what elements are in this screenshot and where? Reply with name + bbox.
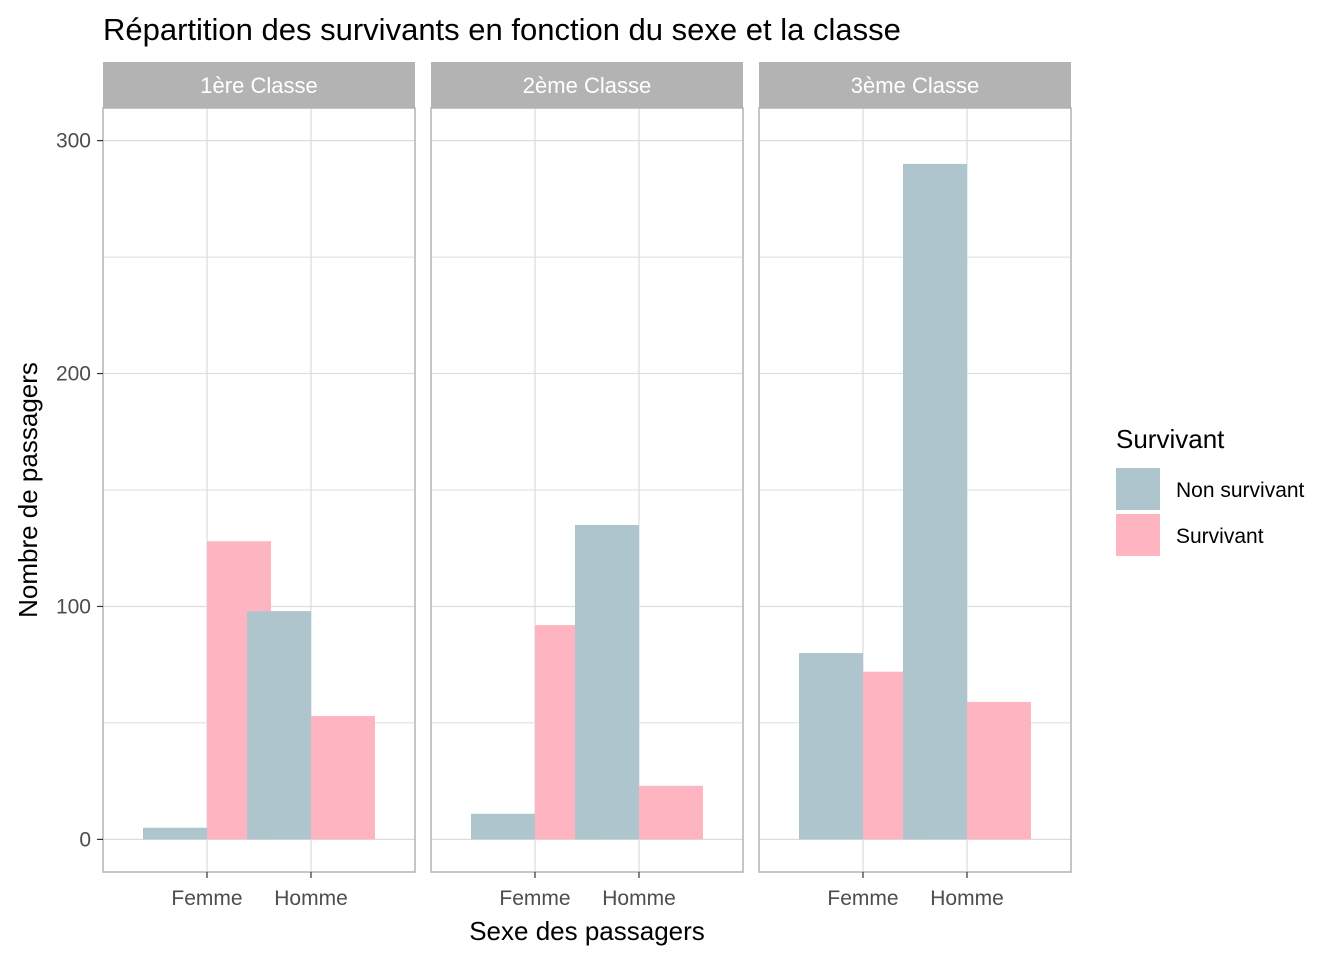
bar-non-survivant-femme — [471, 813, 535, 840]
facet-label: 2ème Classe — [523, 73, 651, 98]
legend-swatch — [1116, 514, 1160, 556]
y-tick-label: 200 — [56, 363, 91, 386]
legend-title: Survivant — [1116, 424, 1225, 454]
y-tick-label: 0 — [79, 828, 91, 851]
facet-strip — [431, 62, 743, 108]
facet-label: 3ème Classe — [851, 73, 979, 98]
legend-label: Non survivant — [1176, 479, 1305, 502]
chart-title: Répartition des survivants en fonction d… — [103, 12, 901, 47]
y-axis-title: Nombre de passagers — [13, 362, 43, 618]
facet-label: 1ère Classe — [200, 73, 317, 98]
x-tick-label: Homme — [930, 887, 1004, 910]
x-axis: Femme Homme Femme Homme Femme Homme — [171, 872, 1004, 910]
legend-swatch — [1116, 468, 1160, 510]
legend: Survivant Non survivant Survivant — [1116, 424, 1305, 556]
bar-non-survivant-homme — [247, 611, 311, 840]
bar-non-survivant-femme — [799, 653, 863, 840]
bar-non-survivant-femme — [143, 827, 207, 840]
x-tick-label: Homme — [274, 887, 348, 910]
x-tick-label: Femme — [499, 887, 570, 910]
x-tick-label: Femme — [827, 887, 898, 910]
bar-survivant-homme — [967, 701, 1031, 840]
y-axis: 0 100 200 300 — [56, 130, 103, 851]
bar-survivant-homme — [639, 785, 703, 840]
facet-strip — [103, 62, 415, 108]
legend-items: Non survivant Survivant — [1116, 468, 1305, 556]
x-tick-label: Femme — [171, 887, 242, 910]
x-tick-label: Homme — [602, 887, 676, 910]
bar-non-survivant-homme — [903, 163, 967, 840]
facet-strip — [759, 62, 1071, 108]
bar-survivant-homme — [311, 715, 375, 840]
bar-non-survivant-homme — [575, 524, 639, 840]
facet-strips: 1ère Classe 2ème Classe 3ème Classe — [103, 62, 1071, 108]
legend-label: Survivant — [1176, 525, 1264, 548]
y-tick-label: 100 — [56, 595, 91, 618]
y-tick-label: 300 — [56, 130, 91, 153]
x-axis-title: Sexe des passagers — [469, 916, 705, 946]
bars-layer — [143, 163, 1031, 840]
